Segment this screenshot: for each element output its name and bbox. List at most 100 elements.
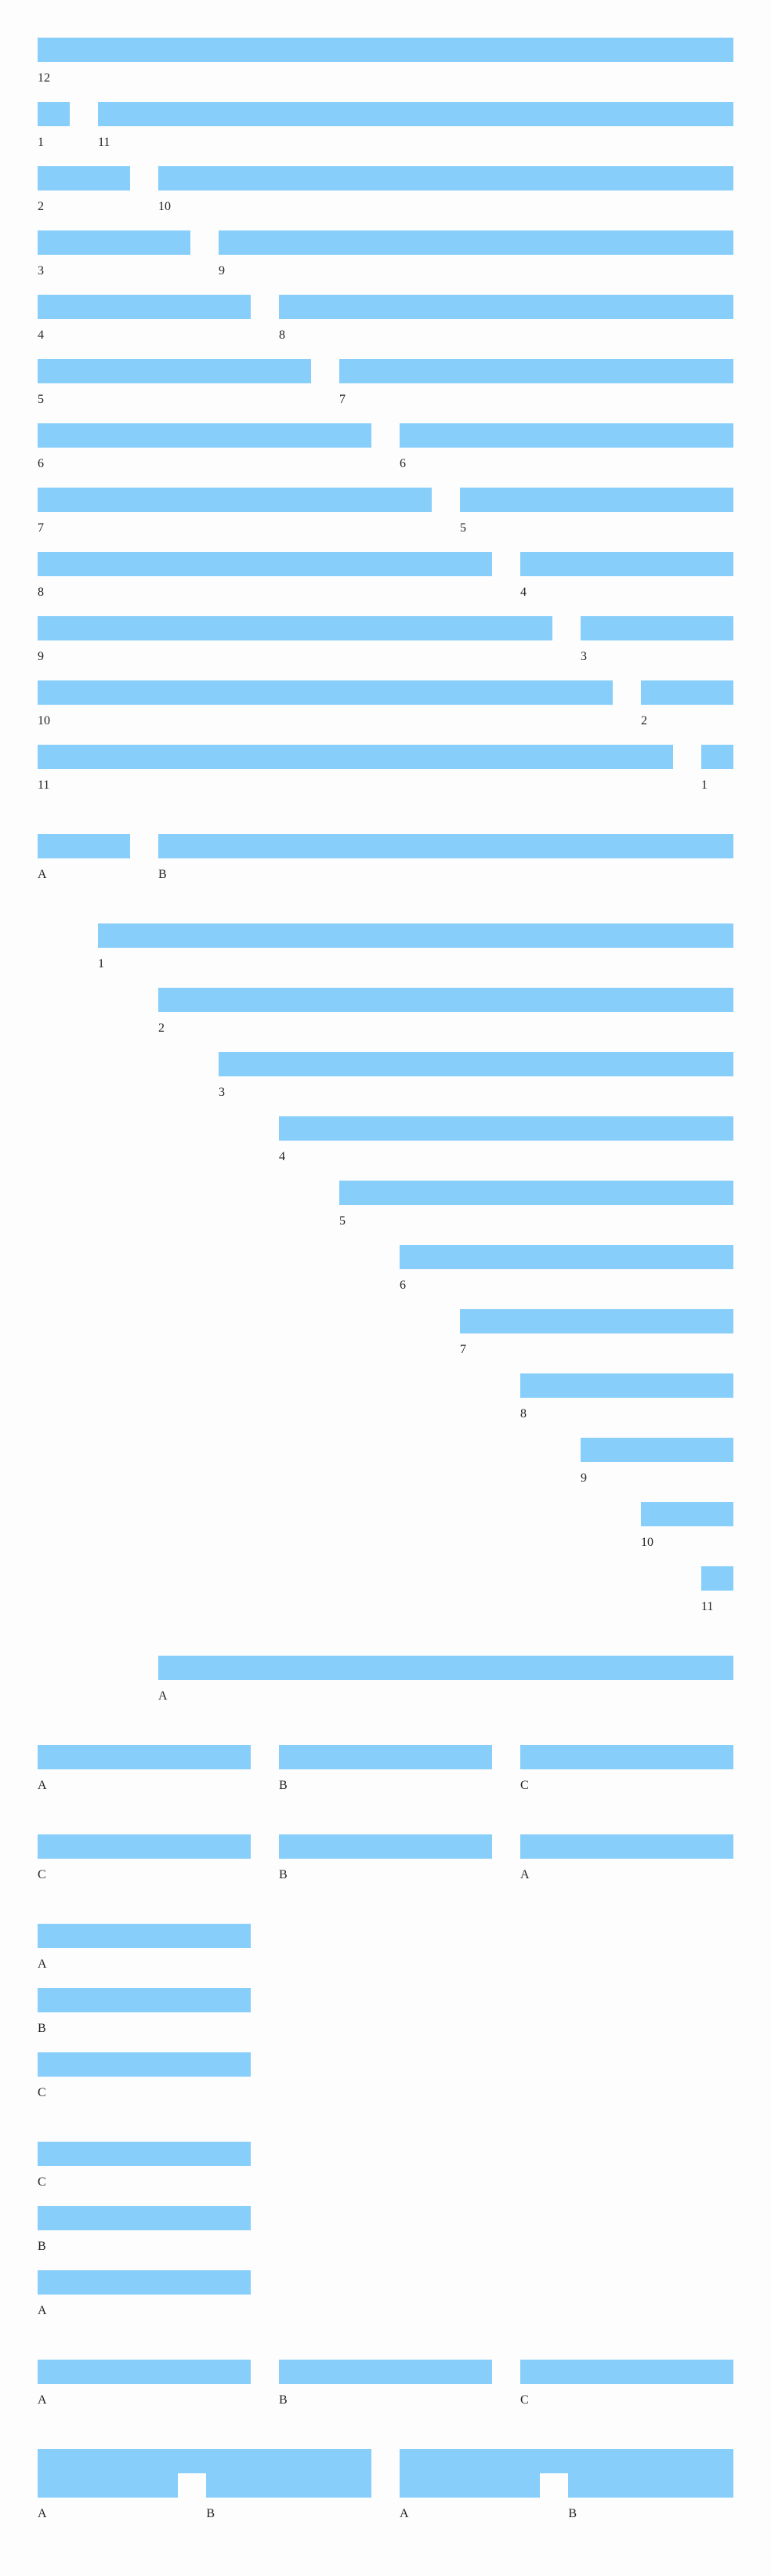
nested-block-bar (400, 2473, 541, 2498)
nested-block-bar (206, 2473, 371, 2498)
grid-block-bar (38, 423, 371, 448)
block-label: B (38, 2022, 46, 2035)
grid-block-bar (460, 1309, 733, 1333)
grid-block-bar (460, 488, 733, 512)
block-label: 5 (460, 521, 466, 535)
grid-block-bar (520, 1834, 733, 1859)
block-label: 6 (400, 1279, 406, 1292)
grid-block-bar (38, 2052, 251, 2077)
grid-block-bar (158, 988, 733, 1012)
grid-block-bar (520, 1745, 733, 1769)
block-label: 1 (38, 136, 44, 149)
grid-block-bar (641, 680, 733, 705)
block-label: 2 (38, 200, 44, 213)
grid-block-bar (38, 2206, 251, 2230)
grid-block-bar (38, 2270, 251, 2295)
block-label: B (38, 2240, 46, 2253)
grid-block-bar (38, 488, 432, 512)
block-label: 6 (38, 457, 44, 470)
block-label: 4 (38, 328, 44, 342)
grid-block-bar (38, 1745, 251, 1769)
block-label: 7 (339, 393, 346, 406)
block-label: 4 (520, 586, 527, 599)
block-label: A (520, 1868, 530, 1881)
grid-block-bar (38, 552, 492, 576)
grid-block-bar (339, 359, 733, 383)
grid-block-bar (38, 680, 613, 705)
grid-block-bar (158, 1656, 733, 1680)
block-label: A (38, 868, 47, 881)
grid-block-bar (701, 745, 733, 769)
grid-block-bar (279, 2360, 492, 2384)
grid-block-bar (219, 1052, 733, 1076)
grid-block-bar (701, 1566, 733, 1591)
block-label: B (568, 2507, 577, 2520)
block-label: B (158, 868, 167, 881)
block-label: 5 (38, 393, 44, 406)
block-label: 9 (219, 264, 225, 278)
grid-block-bar (279, 1834, 492, 1859)
block-label: A (158, 1689, 168, 1703)
block-label: B (279, 1868, 288, 1881)
grid-block-bar (38, 1988, 251, 2012)
block-label: A (38, 1957, 47, 1971)
grid-block-bar (38, 2360, 251, 2384)
block-label: 1 (701, 778, 708, 792)
grid-block-bar (38, 38, 733, 62)
block-label: 4 (279, 1150, 285, 1163)
block-label: 7 (460, 1343, 466, 1356)
block-label: B (279, 1779, 288, 1792)
block-label: 11 (38, 778, 50, 792)
grid-block-bar (219, 230, 733, 255)
block-label: 1 (98, 957, 104, 971)
grid-block-bar (279, 295, 733, 319)
grid-block-bar (520, 1373, 733, 1398)
grid-block-bar (279, 1116, 733, 1141)
grid-block-bar (400, 1245, 733, 1269)
block-label: A (400, 2507, 409, 2520)
grid-block-bar (38, 1834, 251, 1859)
grid-block-bar (38, 745, 673, 769)
block-label: A (38, 2507, 47, 2520)
block-label: 9 (581, 1471, 587, 1485)
grid-block-bar (339, 1181, 733, 1205)
grid-block-bar (38, 102, 70, 126)
block-label: 3 (219, 1086, 225, 1099)
grid-block-bar (38, 834, 130, 858)
block-label: C (38, 2175, 46, 2189)
block-label: B (279, 2393, 288, 2407)
block-label: A (38, 2393, 47, 2407)
block-label: 9 (38, 650, 44, 663)
grid-block-bar (38, 230, 190, 255)
block-label: A (38, 2304, 47, 2317)
block-label: B (206, 2507, 215, 2520)
grid-block-bar (38, 359, 311, 383)
block-label: 2 (158, 1021, 165, 1035)
block-label: 5 (339, 1214, 346, 1228)
block-label: A (38, 1779, 47, 1792)
block-label: 6 (400, 457, 406, 470)
block-label: C (38, 2086, 46, 2099)
block-label: 2 (641, 714, 647, 727)
nested-container-bar (38, 2449, 371, 2473)
block-label: 8 (279, 328, 285, 342)
grid-block-bar (400, 423, 733, 448)
nested-block-bar (38, 2473, 179, 2498)
block-label: 8 (38, 586, 44, 599)
grid-block-bar (38, 2142, 251, 2166)
nested-block-bar (568, 2473, 733, 2498)
grid-block-bar (279, 1745, 492, 1769)
grid-block-bar (38, 295, 251, 319)
grid-block-bar (581, 1438, 733, 1462)
grid-block-bar (38, 166, 130, 190)
grid-block-bar (158, 834, 733, 858)
block-label: 10 (38, 714, 50, 727)
block-label: C (38, 1868, 46, 1881)
block-label: 7 (38, 521, 44, 535)
grid-block-bar (38, 616, 552, 640)
grid-block-bar (581, 616, 733, 640)
block-label: 3 (581, 650, 587, 663)
block-label: C (520, 2393, 529, 2407)
grid-block-bar (38, 1924, 251, 1948)
